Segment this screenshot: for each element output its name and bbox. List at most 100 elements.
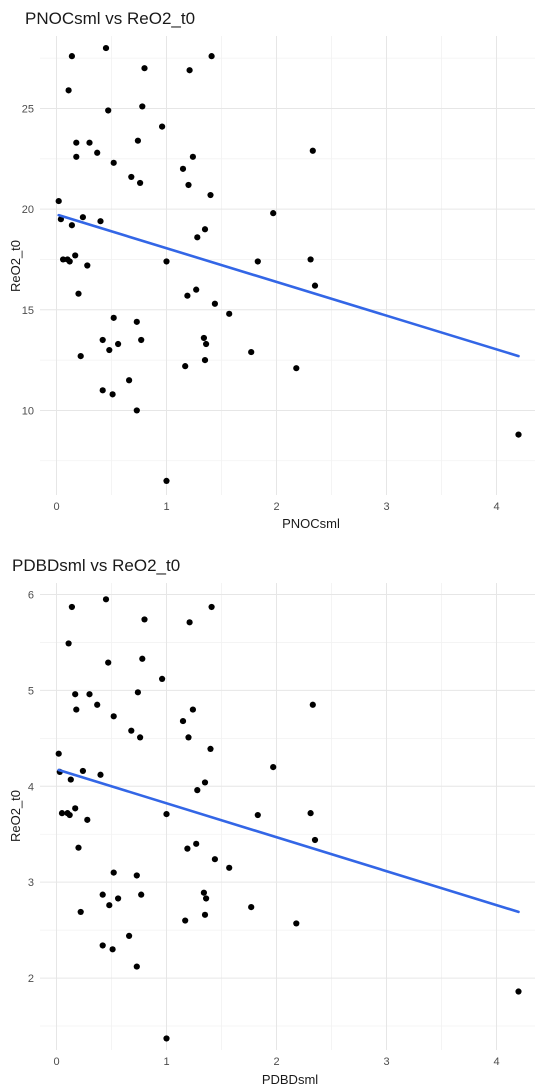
scatter-point [68,222,75,229]
x-tick-label: 3 [383,501,389,513]
scatter-point [189,706,196,713]
regression-line [57,768,520,914]
scatter-point [137,734,144,741]
scatter-point [185,734,192,741]
y-tick-label: 15 [22,305,34,317]
scatter-point [99,942,106,949]
scatter-point [68,603,75,611]
scatter-point [110,314,117,321]
scatter-point [307,810,314,817]
scatter-point [211,300,218,307]
y-tick-label: 4 [28,781,34,793]
scatter-point [194,787,201,794]
chart-title: PNOCsml vs ReO2_t0 [25,9,195,28]
scatter-point [133,318,140,325]
scatter-point [186,619,193,626]
scatter-point [201,357,209,364]
scatter-point [311,836,319,844]
scatter-point [207,191,214,199]
scatter-point [139,655,146,662]
scatter-point [207,745,214,752]
scatter-point [133,407,140,414]
scatter-point [105,107,112,114]
scatter-point [126,932,133,939]
scatter-point [179,165,187,172]
scatter-point [58,810,66,817]
scatter-point [141,616,148,623]
scatter-point [254,811,261,819]
scatter-point [184,292,191,299]
x-tick-label: 2 [273,501,279,513]
scatter-point [126,377,133,384]
y-tick-label: 3 [28,877,34,889]
x-tick-label: 2 [273,1056,279,1068]
scatter-point [139,103,146,110]
scatter-point [211,856,218,863]
scatter-point [73,139,80,146]
scatter-point [307,256,314,263]
scatter-point [79,767,86,775]
scatter-point [67,776,74,783]
scatter-point [193,840,200,847]
x-tick-label: 4 [493,1056,499,1068]
scatter-point [293,920,300,927]
scatter-point [75,844,82,851]
scatter-point [163,477,170,485]
scatter-point [106,902,113,909]
scatter-point [311,282,319,289]
scatter-point [208,603,215,611]
scatter-point [65,640,72,647]
x-tick-label: 1 [163,501,169,513]
y-tick-label: 2 [28,973,34,985]
scatter-point [134,689,141,696]
y-tick-label: 25 [22,103,34,115]
scatter-point [184,845,191,852]
scatter-point [99,891,106,898]
x-axis-label: PNOCsml [282,516,340,531]
scatter-point [138,891,145,898]
scatter-point [77,908,84,916]
scatter-point [141,65,148,72]
scatter-point [72,691,79,698]
scatter-point [128,727,135,734]
scatter-point [115,340,122,348]
y-axis-label: ReO2_t0 [8,240,23,292]
x-tick-label: 3 [383,1056,389,1068]
scatter-point [186,67,193,74]
scatter-point [94,701,101,708]
scatter-point [182,363,189,370]
scatter-point [110,713,117,720]
scatter-point [189,153,196,160]
scatter-point [248,348,255,356]
scatter-point [86,691,93,698]
scatter-point [159,675,166,682]
scatter-point [133,872,140,879]
scatter-point [254,258,261,265]
scatter-point [293,365,300,372]
scatter-point [163,1035,170,1042]
chart-pdbdsml-vs-reo2: 0 1 2 3 4 2 3 4 5 6 PDBDsml vs ReO2_t0 PDBDsml ReO2_… [8,556,535,1087]
scatter-point [110,869,117,876]
regression-line [57,213,520,358]
scatter-point [515,431,522,438]
scatter-point [73,153,80,160]
scatter-point [133,963,140,970]
scatter-point [200,889,207,896]
scatter-point [515,988,522,995]
scatter-point [115,895,122,902]
scatter-point [309,147,316,154]
scatter-point [193,286,200,293]
scatter-point [138,336,145,344]
scatter-point [99,336,106,344]
scatter-point [99,387,106,394]
scatter-point [72,805,79,812]
scatter-point [65,87,72,94]
scatter-point [72,252,79,259]
scatter-point [109,391,116,398]
x-tick-label: 1 [163,1056,169,1068]
scatter-point [270,764,277,771]
scatter-point [201,911,209,918]
scatter-point [79,214,86,221]
x-tick-label: 4 [493,501,499,513]
